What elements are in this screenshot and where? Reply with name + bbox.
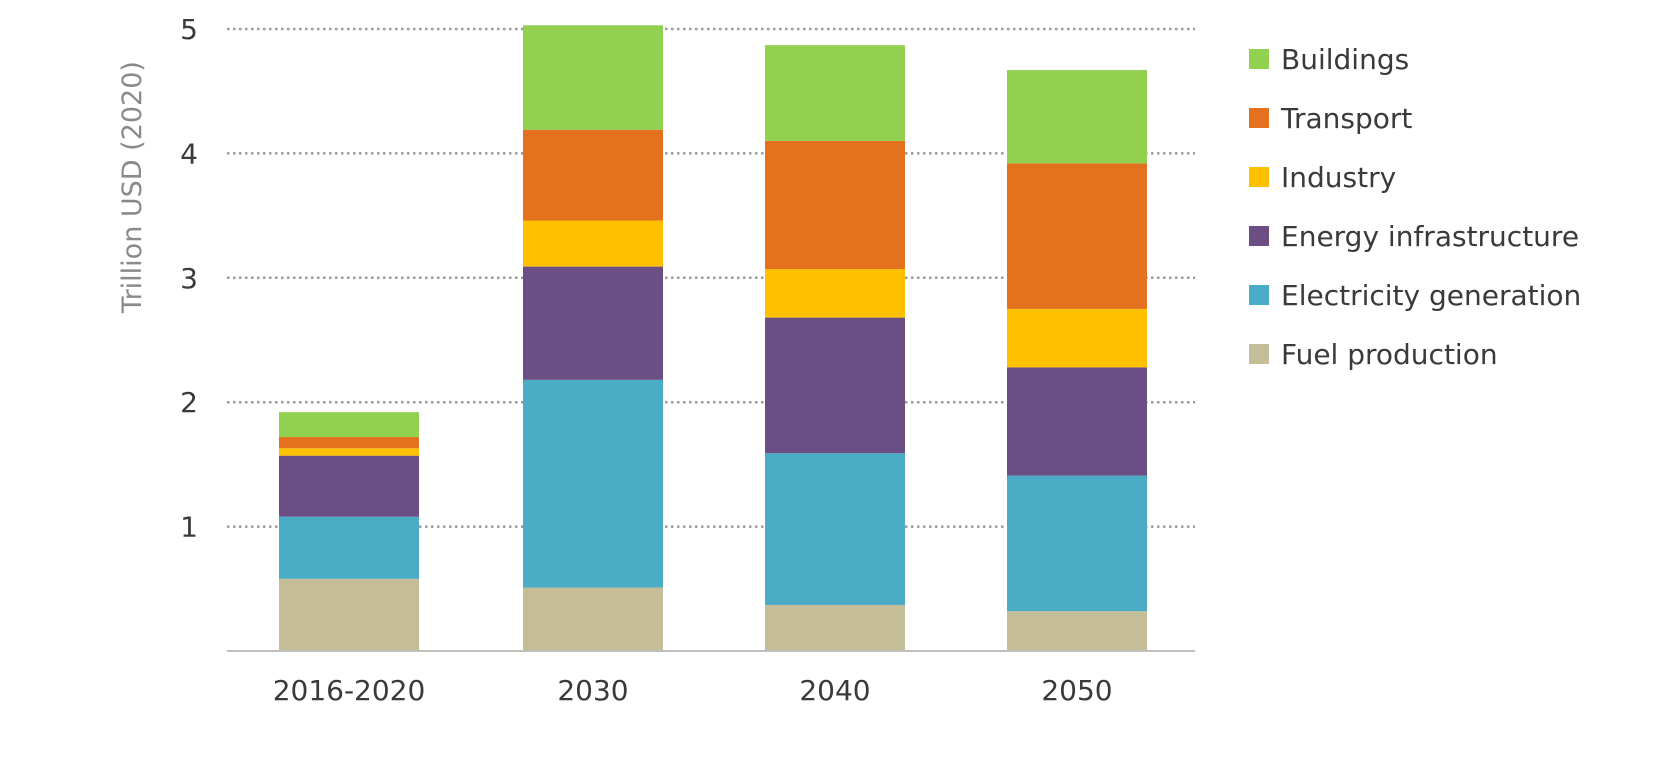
bar-segment-transport — [765, 141, 905, 269]
bar-segment-industry — [1007, 309, 1147, 367]
bar-segment-fuel-production — [523, 588, 663, 651]
bar-segment-energy-infrastructure — [523, 267, 663, 380]
y-tick-label: 5 — [180, 13, 198, 46]
x-tick-label: 2030 — [557, 674, 628, 707]
bar-segment-buildings — [523, 25, 663, 129]
legend-item: Energy infrastructure — [1249, 220, 1579, 253]
x-tick-label: 2016-2020 — [273, 674, 426, 707]
y-tick-label: 4 — [180, 137, 198, 170]
y-tick-label: 2 — [180, 386, 198, 419]
legend-label: Buildings — [1281, 43, 1409, 76]
bar-segment-electricity-generation — [765, 453, 905, 605]
bar-segment-electricity-generation — [279, 517, 419, 579]
bar-segment-electricity-generation — [1007, 476, 1147, 612]
legend: Buildings Transport Industry Energy infrast… — [1249, 43, 1581, 371]
stacked-bar-chart: 1 2 3 4 5 2016-2020 2030 2040 2050 Trillion USD… — [0, 0, 1674, 756]
bars — [279, 25, 1147, 651]
bar-segment-industry — [279, 448, 419, 455]
bar-segment-fuel-production — [279, 579, 419, 651]
bar-segment-transport — [1007, 163, 1147, 309]
legend-label: Energy infrastructure — [1281, 220, 1579, 253]
bar-segment-transport — [523, 130, 663, 221]
legend-swatch — [1249, 285, 1269, 305]
bar-segment-buildings — [1007, 70, 1147, 163]
x-tick-label: 2040 — [799, 674, 870, 707]
legend-label: Fuel production — [1281, 338, 1498, 371]
y-axis-label: Trillion USD (2020) — [117, 61, 148, 314]
bar-segment-transport — [279, 437, 419, 448]
y-tick-labels: 1 2 3 4 5 — [180, 13, 198, 544]
legend-swatch — [1249, 108, 1269, 128]
legend-label: Electricity generation — [1281, 279, 1581, 312]
x-tick-label: 2050 — [1041, 674, 1112, 707]
bar-segment-energy-infrastructure — [279, 456, 419, 517]
bar-segment-buildings — [765, 45, 905, 141]
bar-segment-fuel-production — [1007, 611, 1147, 651]
y-tick-label: 3 — [180, 262, 198, 295]
bar-segment-buildings — [279, 412, 419, 437]
bar-segment-industry — [765, 269, 905, 318]
legend-label: Industry — [1281, 161, 1396, 194]
legend-item: Fuel production — [1249, 338, 1498, 371]
bar-segment-energy-infrastructure — [1007, 367, 1147, 475]
bar-segment-fuel-production — [765, 605, 905, 651]
legend-swatch — [1249, 49, 1269, 69]
legend-swatch — [1249, 344, 1269, 364]
x-tick-labels: 2016-2020 2030 2040 2050 — [273, 674, 1113, 707]
legend-item: Industry — [1249, 161, 1396, 194]
legend-swatch — [1249, 167, 1269, 187]
bar-segment-electricity-generation — [523, 380, 663, 588]
y-tick-label: 1 — [180, 511, 198, 544]
legend-label: Transport — [1280, 102, 1412, 135]
legend-item: Electricity generation — [1249, 279, 1581, 312]
legend-item: Buildings — [1249, 43, 1409, 76]
legend-swatch — [1249, 226, 1269, 246]
bar-segment-industry — [523, 221, 663, 267]
legend-item: Transport — [1249, 102, 1412, 135]
bar-segment-energy-infrastructure — [765, 318, 905, 454]
